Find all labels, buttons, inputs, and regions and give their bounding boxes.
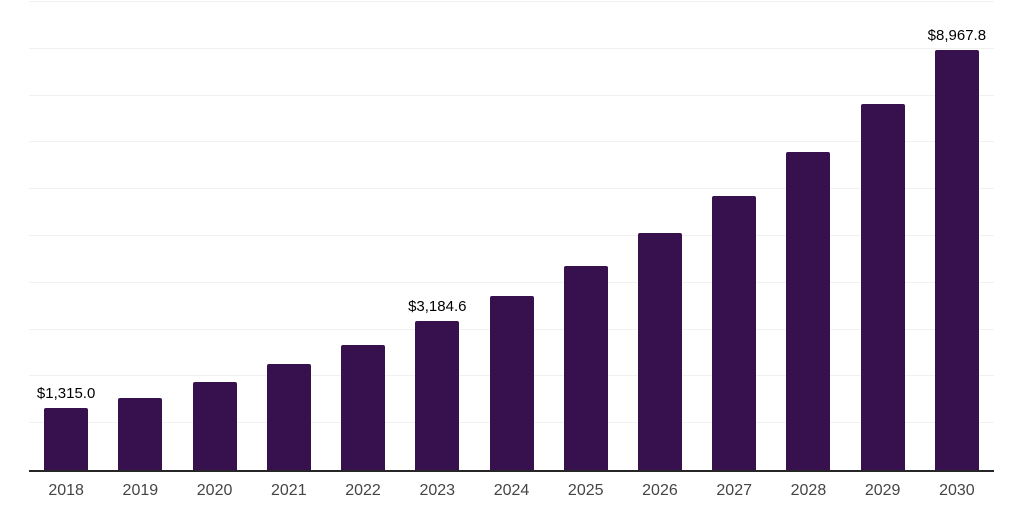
bar-2018 bbox=[44, 408, 89, 470]
bar-2023 bbox=[415, 320, 460, 470]
x-tick-label-2022: 2022 bbox=[345, 482, 381, 499]
gridline-5000 bbox=[29, 235, 994, 236]
bar-2025 bbox=[563, 265, 608, 470]
x-tick-label-2023: 2023 bbox=[419, 482, 456, 499]
x-tick-label-2018: 2018 bbox=[48, 482, 84, 499]
value-label-2018: $1,315.0 bbox=[36, 385, 96, 403]
x-axis-line bbox=[29, 470, 994, 472]
value-label-2023: $3,184.6 bbox=[408, 297, 467, 315]
x-tick-label-2021: 2021 bbox=[271, 482, 307, 499]
x-tick-label-2026: 2026 bbox=[642, 482, 678, 499]
x-tick-label-2025: 2025 bbox=[567, 482, 604, 499]
gridline-4000 bbox=[29, 281, 994, 283]
x-tick-label-2029: 2029 bbox=[864, 482, 901, 499]
gridline-9000 bbox=[29, 47, 994, 49]
gridline-7000 bbox=[29, 141, 994, 143]
bar-2020 bbox=[192, 382, 237, 470]
bar-2021 bbox=[266, 363, 311, 470]
gridline-8000 bbox=[29, 94, 994, 96]
value-label-2030: $8,967.8 bbox=[927, 27, 987, 45]
bar-2022 bbox=[341, 344, 386, 470]
plot-area: $1,315.0 $3,184.6 $8,967.8 bbox=[29, 1, 994, 472]
bar-2030 bbox=[934, 50, 979, 470]
bar-2024 bbox=[489, 295, 534, 470]
gridline-6000 bbox=[29, 188, 994, 190]
x-tick-label-2028: 2028 bbox=[790, 482, 827, 499]
x-tick-label-2027: 2027 bbox=[716, 482, 752, 499]
bar-2026 bbox=[637, 233, 682, 470]
bar-2028 bbox=[786, 151, 831, 470]
bar-2027 bbox=[712, 195, 757, 470]
bar-2019 bbox=[118, 397, 163, 470]
x-tick-label-2030: 2030 bbox=[939, 482, 975, 499]
x-tick-label-2024: 2024 bbox=[493, 482, 530, 499]
bar-2029 bbox=[860, 104, 905, 470]
x-tick-label-2019: 2019 bbox=[122, 482, 159, 499]
x-tick-label-2020: 2020 bbox=[196, 482, 233, 499]
x-axis-labels: 2018 2019 2020 2021 2022 2023 2024 2025 2026 2027… bbox=[29, 483, 994, 503]
gridline-10000 bbox=[29, 1, 994, 2]
